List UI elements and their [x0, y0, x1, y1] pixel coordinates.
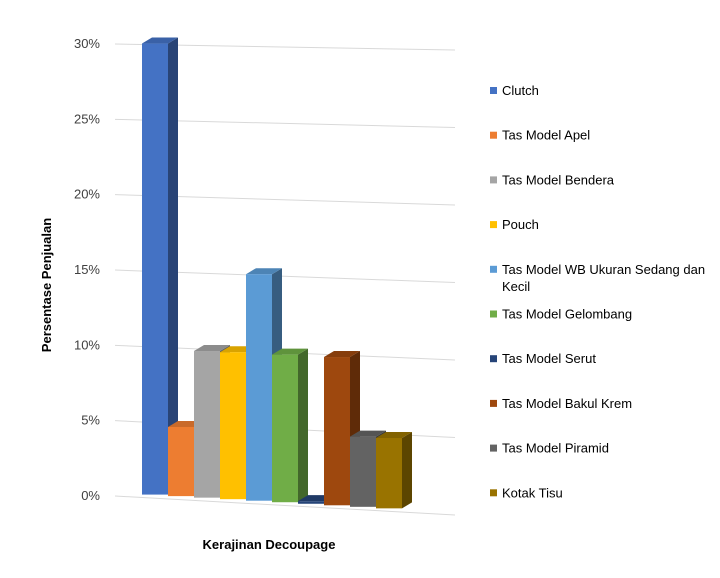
x-axis-title: Kerajinan Decoupage	[203, 537, 336, 552]
gridline	[114, 495, 456, 516]
bar-side-face	[402, 431, 412, 509]
bar-top-face	[272, 348, 308, 355]
y-tick-label: 20%	[74, 187, 100, 202]
legend-item: Clutch	[490, 83, 539, 98]
legend-swatch	[490, 221, 497, 229]
bar-front-face	[168, 426, 194, 497]
bar-top-face	[376, 431, 412, 438]
legend-item: Tas Model Apel	[490, 128, 590, 143]
legend-item: Tas Model Gelombang	[490, 307, 632, 322]
bar-front-face	[220, 352, 246, 500]
legend-swatch	[490, 444, 497, 452]
y-tick-label: 10%	[74, 337, 100, 352]
legend-item: Tas Model Bakul Krem	[490, 396, 632, 411]
legend-label: Tas Model Apel	[502, 128, 590, 143]
y-tick-label: 5%	[81, 413, 100, 428]
y-tick-label: 25%	[74, 111, 100, 126]
legend-swatch	[490, 87, 497, 94]
legend-label: Tas Model Serut	[502, 351, 596, 366]
bar-top-face	[246, 268, 282, 275]
legend-swatch	[490, 355, 497, 363]
bar-side-face	[298, 348, 308, 503]
legend-label: Tas Model Piramid	[502, 441, 609, 456]
legend-swatch	[490, 399, 497, 407]
legend-label: Tas Model Bakul Krem	[502, 396, 632, 411]
bar-front-face	[350, 436, 376, 507]
bar-front-face	[194, 351, 220, 498]
bar-top-face	[350, 430, 386, 437]
legend-label: Tas Model WB Ukuran Sedang dan Kecil	[502, 262, 705, 294]
bar-front-face	[246, 274, 272, 501]
bar-top-face	[194, 345, 230, 352]
y-tick-label: 30%	[74, 36, 100, 51]
bar	[142, 37, 178, 495]
bar-side-face	[168, 37, 178, 495]
legend-item: Tas Model WB Ukuran Sedang dan Kecil	[490, 262, 705, 294]
legend-item: Tas Model Piramid	[490, 441, 609, 456]
legend-label: Clutch	[502, 83, 539, 98]
bar	[376, 431, 412, 509]
legend: Clutch Tas Model Apel Tas Model Bendera Pou…	[490, 83, 705, 500]
legend-label: Tas Model Bendera	[502, 172, 615, 187]
bar-top-face	[142, 37, 178, 44]
bar-front-face	[142, 43, 168, 495]
bar-top-face	[324, 351, 360, 358]
legend-swatch	[490, 176, 497, 184]
legend-label: Pouch	[502, 217, 539, 232]
y-tick-label: 15%	[74, 262, 100, 277]
legend-swatch	[490, 310, 497, 318]
y-axis-ticks: 0% 5% 10% 15% 20% 25% 30%	[74, 36, 100, 503]
legend-label: Tas Model Gelombang	[502, 307, 632, 322]
bar-front-face	[376, 437, 402, 509]
legend-item: Kotak Tisu	[490, 485, 563, 500]
bar-front-face	[272, 354, 298, 503]
legend-label: Kotak Tisu	[502, 485, 563, 500]
y-axis-title: Persentase Penjualan	[39, 218, 54, 352]
legend-item: Pouch	[490, 217, 539, 232]
bar	[272, 348, 308, 503]
bar-front-face	[298, 501, 324, 504]
legend-swatch	[490, 489, 497, 497]
legend-swatch	[490, 131, 497, 139]
legend-item: Tas Model Serut	[490, 351, 596, 366]
bars	[142, 37, 412, 509]
legend-swatch	[490, 265, 497, 273]
y-tick-label: 0%	[81, 488, 100, 503]
bar-front-face	[324, 357, 350, 506]
legend-item: Tas Model Bendera	[490, 172, 615, 187]
